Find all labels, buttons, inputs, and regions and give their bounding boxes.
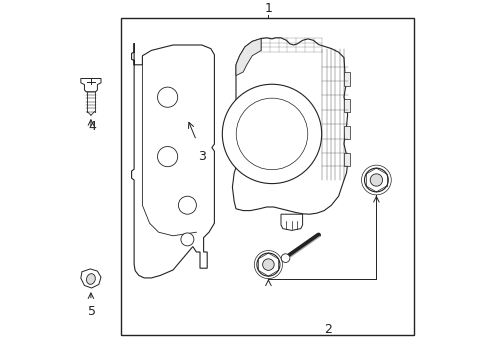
Circle shape [281,254,290,262]
Text: 2: 2 [324,323,332,336]
Polygon shape [236,39,261,76]
Circle shape [178,196,196,214]
Circle shape [263,259,274,270]
Circle shape [257,253,280,276]
Bar [344,72,350,86]
Ellipse shape [87,274,96,284]
Circle shape [365,168,388,192]
Polygon shape [81,269,101,288]
Bar [344,153,350,166]
Circle shape [181,233,194,246]
Text: 1: 1 [265,3,272,15]
Polygon shape [281,214,303,230]
Bar [344,99,350,112]
Polygon shape [132,43,215,278]
Polygon shape [232,38,347,214]
Text: 5: 5 [88,305,96,318]
Circle shape [157,87,178,107]
Text: 4: 4 [88,120,96,132]
Circle shape [157,147,178,167]
Bar [121,18,414,335]
Polygon shape [81,78,101,92]
Text: 3: 3 [198,150,206,163]
Circle shape [222,84,321,184]
Circle shape [236,98,308,170]
Bar [344,126,350,139]
Circle shape [370,174,383,186]
